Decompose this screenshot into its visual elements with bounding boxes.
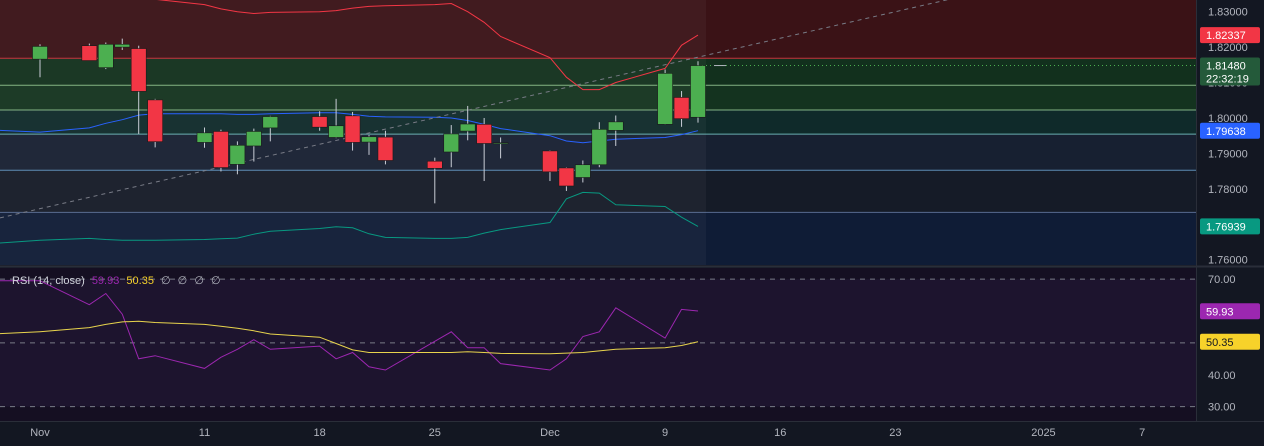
- price-tag: 1.82337: [1206, 30, 1246, 42]
- rsi-line: [39, 280, 699, 371]
- candle-body: [311, 116, 328, 128]
- candle-body: [690, 65, 706, 118]
- time-axis-tick: 2025: [1031, 427, 1055, 439]
- candle-body: [657, 73, 673, 125]
- rsi-legend-extra-2: ∅: [177, 275, 188, 287]
- lower-band-line: [39, 191, 699, 241]
- candle-body: [130, 48, 147, 92]
- candle-body: [196, 132, 213, 143]
- rsi-legend-value: 59.93: [91, 275, 120, 287]
- rsi-band-fill: [0, 279, 1196, 407]
- candle-body: [246, 131, 262, 147]
- candle-body: [361, 136, 377, 143]
- candle-body: [377, 136, 394, 161]
- price-axis-tick: 1.78000: [1208, 184, 1248, 196]
- candle-body: [114, 43, 131, 48]
- rsi-tag: 50.35: [1206, 337, 1234, 349]
- candle-body: [147, 99, 163, 143]
- rsi-pane-background: [0, 268, 1196, 421]
- candle-body: [328, 125, 344, 138]
- candle-body: [426, 160, 443, 169]
- price-axis-tick: 1.76000: [1208, 255, 1248, 267]
- time-axis-tick: 18: [314, 427, 326, 439]
- current-price-tag: 1.81480: [1206, 61, 1246, 73]
- time-axis-tick: Dec: [540, 427, 560, 439]
- candle-body: [492, 142, 509, 145]
- price-axis-tick: 1.79000: [1208, 148, 1248, 160]
- candle-body: [229, 144, 246, 165]
- rsi-ma-line: [0, 331, 41, 335]
- candle-body: [81, 45, 98, 61]
- rsi-axis-tick: 30.00: [1208, 402, 1236, 414]
- price-tag: 1.79638: [1206, 126, 1246, 138]
- trendline: [0, 0, 949, 219]
- candle-body: [558, 167, 575, 187]
- price-tag-bg: [1200, 27, 1260, 44]
- upper-band-line: [156, 0, 699, 91]
- candle-body: [542, 150, 558, 173]
- current-price-tag-countdown: 22:32:19: [1206, 74, 1249, 86]
- price-axis-tick: 1.82000: [1208, 42, 1248, 54]
- time-axis-tick: 25: [429, 427, 441, 439]
- current-price-tag-bg: [1200, 57, 1260, 86]
- zone-band: [0, 212, 1196, 265]
- lower-band-line: [0, 239, 41, 244]
- time-axis-tick: 9: [662, 427, 668, 439]
- rsi-legend: RSI (14, close) 59.93 50.35 ∅ ∅ ∅ ∅: [12, 274, 225, 287]
- candle-body: [443, 133, 460, 153]
- rsi-axis-tick: 40.00: [1208, 370, 1236, 382]
- candle-body: [459, 123, 476, 132]
- rsi-tag-bg: [1200, 333, 1260, 350]
- time-axis-tick: 7: [1139, 427, 1145, 439]
- rsi-legend-extra-1: ∅: [161, 275, 171, 287]
- candle-body: [344, 115, 361, 143]
- rsi-legend-extra-3: ∅: [194, 275, 204, 287]
- time-axis-tick: 23: [889, 427, 901, 439]
- rsi-tag: 59.93: [1206, 306, 1234, 318]
- middle-band-line: [0, 129, 41, 133]
- candle-body: [673, 97, 690, 119]
- candle-body: [575, 164, 591, 178]
- candle-body: [607, 121, 624, 131]
- candle-body: [262, 116, 279, 129]
- rsi-legend-ma-value: 50.35: [126, 275, 154, 287]
- zone-band: [0, 0, 1196, 59]
- candle-body: [32, 46, 48, 60]
- price-tag: 1.76939: [1206, 221, 1246, 233]
- rsi-legend-title: RSI (14, close): [12, 275, 85, 287]
- rsi-legend-extra-4: ∅: [210, 275, 221, 287]
- time-axis-tick: 16: [774, 427, 786, 439]
- rsi-tag-bg: [1200, 303, 1260, 320]
- rsi-axis-tick: 70.00: [1208, 274, 1236, 286]
- time-axis-tick: 11: [199, 427, 210, 439]
- price-axis-tick: 1.83000: [1208, 7, 1248, 19]
- candle-body: [476, 124, 492, 144]
- price-tag-bg: [1200, 122, 1260, 139]
- time-axis-tick: Nov: [30, 427, 50, 439]
- candle-body: [591, 129, 608, 166]
- zone-band: [0, 58, 1196, 86]
- candle-body: [213, 131, 229, 168]
- rsi-ma-line: [39, 320, 699, 355]
- candle-body: [98, 43, 114, 68]
- zone-band: [0, 170, 1196, 213]
- price-tag-bg: [1200, 218, 1260, 235]
- price-axis-tick: 1.80000: [1208, 113, 1248, 125]
